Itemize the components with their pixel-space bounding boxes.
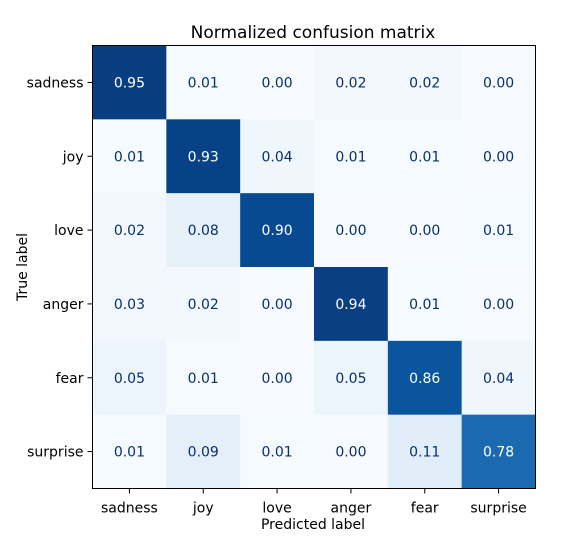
cell-label: 0.00 — [261, 297, 292, 313]
cell-label: 0.09 — [188, 445, 219, 461]
heatmap-cell-joy-fear — [387, 119, 463, 194]
heatmap-cell-joy-anger — [314, 119, 389, 194]
heatmap-cell-sadness-sadness — [92, 45, 167, 120]
heatmap-cell-surprise-love — [240, 414, 315, 489]
heatmap-cell-joy-sadness — [92, 119, 167, 194]
heatmap-cell-fear-anger — [314, 340, 389, 416]
cell-label: 0.93 — [188, 149, 219, 165]
heatmap-cell-sadness-love — [240, 45, 315, 120]
heatmap-cell-joy-joy — [166, 119, 241, 194]
cell-label: 0.02 — [409, 75, 440, 91]
cell-label: 0.00 — [483, 149, 514, 165]
heatmap-cell-surprise-joy — [166, 414, 241, 489]
x-axis-ticks: sadness joy love anger fear surprise — [101, 488, 527, 517]
heatmap-cell-surprise-fear — [387, 414, 463, 489]
cell-label: 0.00 — [335, 223, 366, 239]
heatmap-cell-fear-joy — [166, 340, 241, 416]
cell-label: 0.01 — [335, 149, 366, 165]
cell-label: 0.01 — [188, 371, 219, 387]
heatmap-cell-fear-fear — [387, 340, 463, 416]
y-axis-label: True label — [15, 233, 31, 302]
y-tick-label: fear — [56, 371, 84, 387]
heatmap-cell-sadness-joy — [166, 45, 241, 120]
cell-label: 0.90 — [261, 223, 292, 239]
x-axis-label: Predicted label — [261, 517, 365, 533]
cell-label: 0.86 — [409, 371, 440, 387]
x-tick-label: fear — [411, 501, 439, 517]
cell-label: 0.04 — [483, 371, 514, 387]
x-tick-label: joy — [192, 501, 214, 517]
cell-label: 0.03 — [114, 297, 145, 313]
heatmap-cell-anger-joy — [166, 267, 241, 342]
y-tick-label: joy — [62, 149, 84, 165]
heatmap-cell-joy-love — [240, 119, 315, 194]
cell-label: 0.01 — [261, 445, 292, 461]
cell-label: 0.78 — [483, 445, 514, 461]
heatmap-cell-surprise-anger — [314, 414, 389, 489]
heatmap-cell-surprise-sadness — [92, 414, 167, 489]
y-tick-label: sadness — [27, 75, 84, 91]
cell-label: 0.00 — [335, 445, 366, 461]
cell-label: 0.00 — [261, 371, 292, 387]
cell-label: 0.02 — [335, 75, 366, 91]
cell-label: 0.94 — [335, 297, 366, 313]
x-tick-label: love — [262, 501, 291, 517]
heatmap-cell-joy-surprise — [461, 119, 536, 194]
heatmap-cell-love-joy — [166, 193, 241, 268]
heatmap-cell-fear-love — [240, 340, 315, 416]
x-tick-label: surprise — [470, 501, 526, 517]
cell-label: 0.01 — [483, 223, 514, 239]
cell-label: 0.00 — [261, 75, 292, 91]
plot-frame — [92, 45, 536, 489]
heatmap-cell-fear-surprise — [461, 340, 536, 416]
heatmap-cell-love-fear — [387, 193, 463, 268]
cell-label: 0.01 — [409, 297, 440, 313]
heatmap-cell-anger-fear — [387, 267, 463, 342]
cell-label: 0.95 — [114, 75, 145, 91]
heatmap-cells — [92, 45, 536, 489]
cell-label: 0.05 — [335, 371, 366, 387]
cell-label: 0.01 — [188, 75, 219, 91]
y-tick-label: anger — [43, 297, 84, 313]
x-tick-label: anger — [331, 501, 372, 517]
heatmap-cell-love-surprise — [461, 193, 536, 268]
cell-label: 0.01 — [409, 149, 440, 165]
heatmap-cell-sadness-surprise — [461, 45, 536, 120]
heatmap-cell-surprise-surprise — [461, 414, 536, 489]
cell-label: 0.04 — [261, 149, 292, 165]
cell-label: 0.11 — [409, 445, 440, 461]
heatmap-cell-love-anger — [314, 193, 389, 268]
chart-title: Normalized confusion matrix — [191, 23, 436, 43]
heatmap-cell-fear-sadness — [92, 340, 167, 416]
heatmap-cell-love-sadness — [92, 193, 167, 268]
heatmap-cell-anger-surprise — [461, 267, 536, 342]
cell-label: 0.00 — [409, 223, 440, 239]
heatmap-cell-sadness-anger — [314, 45, 389, 120]
heatmap-cell-love-love — [240, 193, 315, 268]
y-tick-label: surprise — [27, 445, 83, 461]
heatmap-cell-sadness-fear — [387, 45, 463, 120]
heatmap-cell-anger-anger — [314, 267, 389, 342]
x-tick-label: sadness — [101, 501, 158, 517]
y-axis-ticks: sadness joy love anger fear surprise — [27, 75, 93, 461]
cell-label: 0.01 — [114, 149, 145, 165]
heatmap-cell-anger-sadness — [92, 267, 167, 342]
cell-label: 0.08 — [188, 223, 219, 239]
y-tick-label: love — [54, 223, 83, 239]
cell-label: 0.02 — [188, 297, 219, 313]
cell-label: 0.05 — [114, 371, 145, 387]
cell-label: 0.01 — [114, 445, 145, 461]
cell-annotations: 0.95 0.01 0.00 0.02 0.02 0.00 0.01 0.93 0.04 0.01… — [114, 75, 514, 460]
cell-label: 0.00 — [483, 75, 514, 91]
cell-label: 0.02 — [114, 223, 145, 239]
heatmap-cell-anger-love — [240, 267, 315, 342]
cell-label: 0.00 — [483, 297, 514, 313]
